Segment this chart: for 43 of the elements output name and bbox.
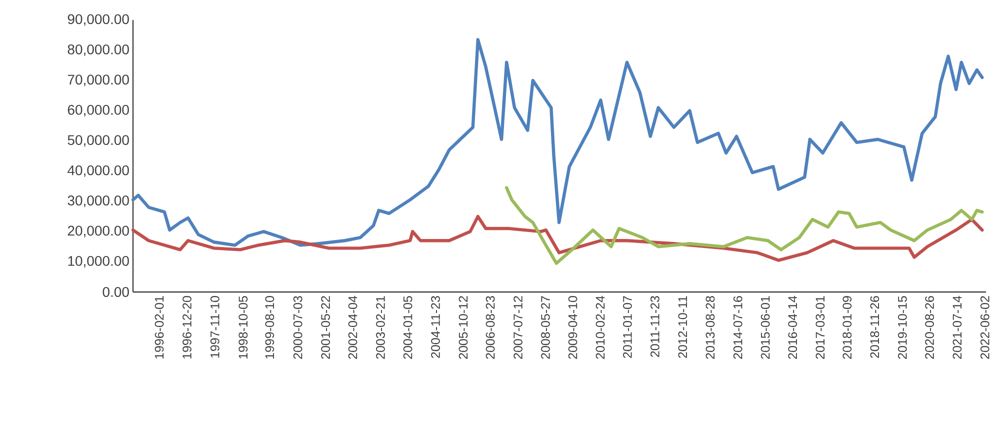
y-tick-label: 90,000.00: [68, 14, 129, 26]
y-tick-label: 40,000.00: [68, 165, 129, 177]
x-tick-label: 2006-08-23: [486, 296, 495, 359]
x-tick-label: 2007-07-12: [514, 296, 522, 359]
y-tick-label: 30,000.00: [68, 196, 129, 208]
y-tick-label: 10,000.00: [68, 256, 129, 268]
x-tick-label: 2013-08-28: [706, 296, 715, 359]
x-tick-label: 2022-06-02: [980, 296, 990, 359]
x-tick-label: 2018-01-09: [842, 296, 852, 359]
y-tick-label: 80,000.00: [68, 44, 129, 56]
x-tick-label: 2005-10-12: [458, 296, 468, 359]
x-tick-label: 2015-06-01: [760, 296, 770, 359]
x-tick-label: 2020-08-26: [925, 296, 934, 359]
x-tick-label: 2017-03-01: [816, 296, 825, 359]
y-tick-label: 20,000.00: [68, 226, 129, 238]
x-tick-label: 1996-12-20: [182, 296, 192, 359]
x-tick-label: 2011-01-07: [623, 296, 632, 358]
y-tick-label: 50,000.00: [68, 135, 129, 147]
x-tick-label: 2008-05-27: [541, 296, 550, 359]
x-tick-label: 1996-02-01: [154, 296, 164, 359]
x-tick-label: 2016-04-14: [788, 296, 798, 359]
x-tick-label: 2000-07-03: [293, 296, 302, 359]
x-tick-label: 2021-07-14: [952, 296, 962, 359]
x-tick-label: 2004-01-05: [403, 296, 412, 359]
x-tick-label: 2002-04-04: [348, 296, 358, 359]
x-tick-label: 2019-10-15: [898, 296, 907, 359]
y-tick-label: 70,000.00: [68, 74, 129, 86]
x-tick-label: 2011-11-23: [650, 296, 660, 357]
x-tick-label: 2003-02-21: [376, 296, 385, 359]
line-series: [131, 38, 984, 247]
x-tick-label: 2001-05-22: [321, 296, 330, 359]
y-tick-label: 0.00: [102, 287, 129, 297]
x-tick-label: 2004-11-23: [431, 296, 440, 358]
x-tick-label: 2018-11-26: [870, 296, 880, 358]
x-tick-label: 2010-02-24: [596, 296, 605, 359]
x-tick-label: 1999-08-10: [265, 296, 274, 359]
x-tick-label: 1998-10-05: [238, 296, 248, 359]
y-tick-label: 60,000.00: [68, 104, 129, 116]
x-tick-label: 2014-07-16: [733, 296, 742, 359]
x-tick-label: 2012-10-11: [678, 296, 688, 358]
x-tick-label: 1997-11-10: [210, 296, 220, 358]
x-tick-label: 2009-04-10: [568, 296, 578, 359]
line-series: [504, 186, 984, 265]
